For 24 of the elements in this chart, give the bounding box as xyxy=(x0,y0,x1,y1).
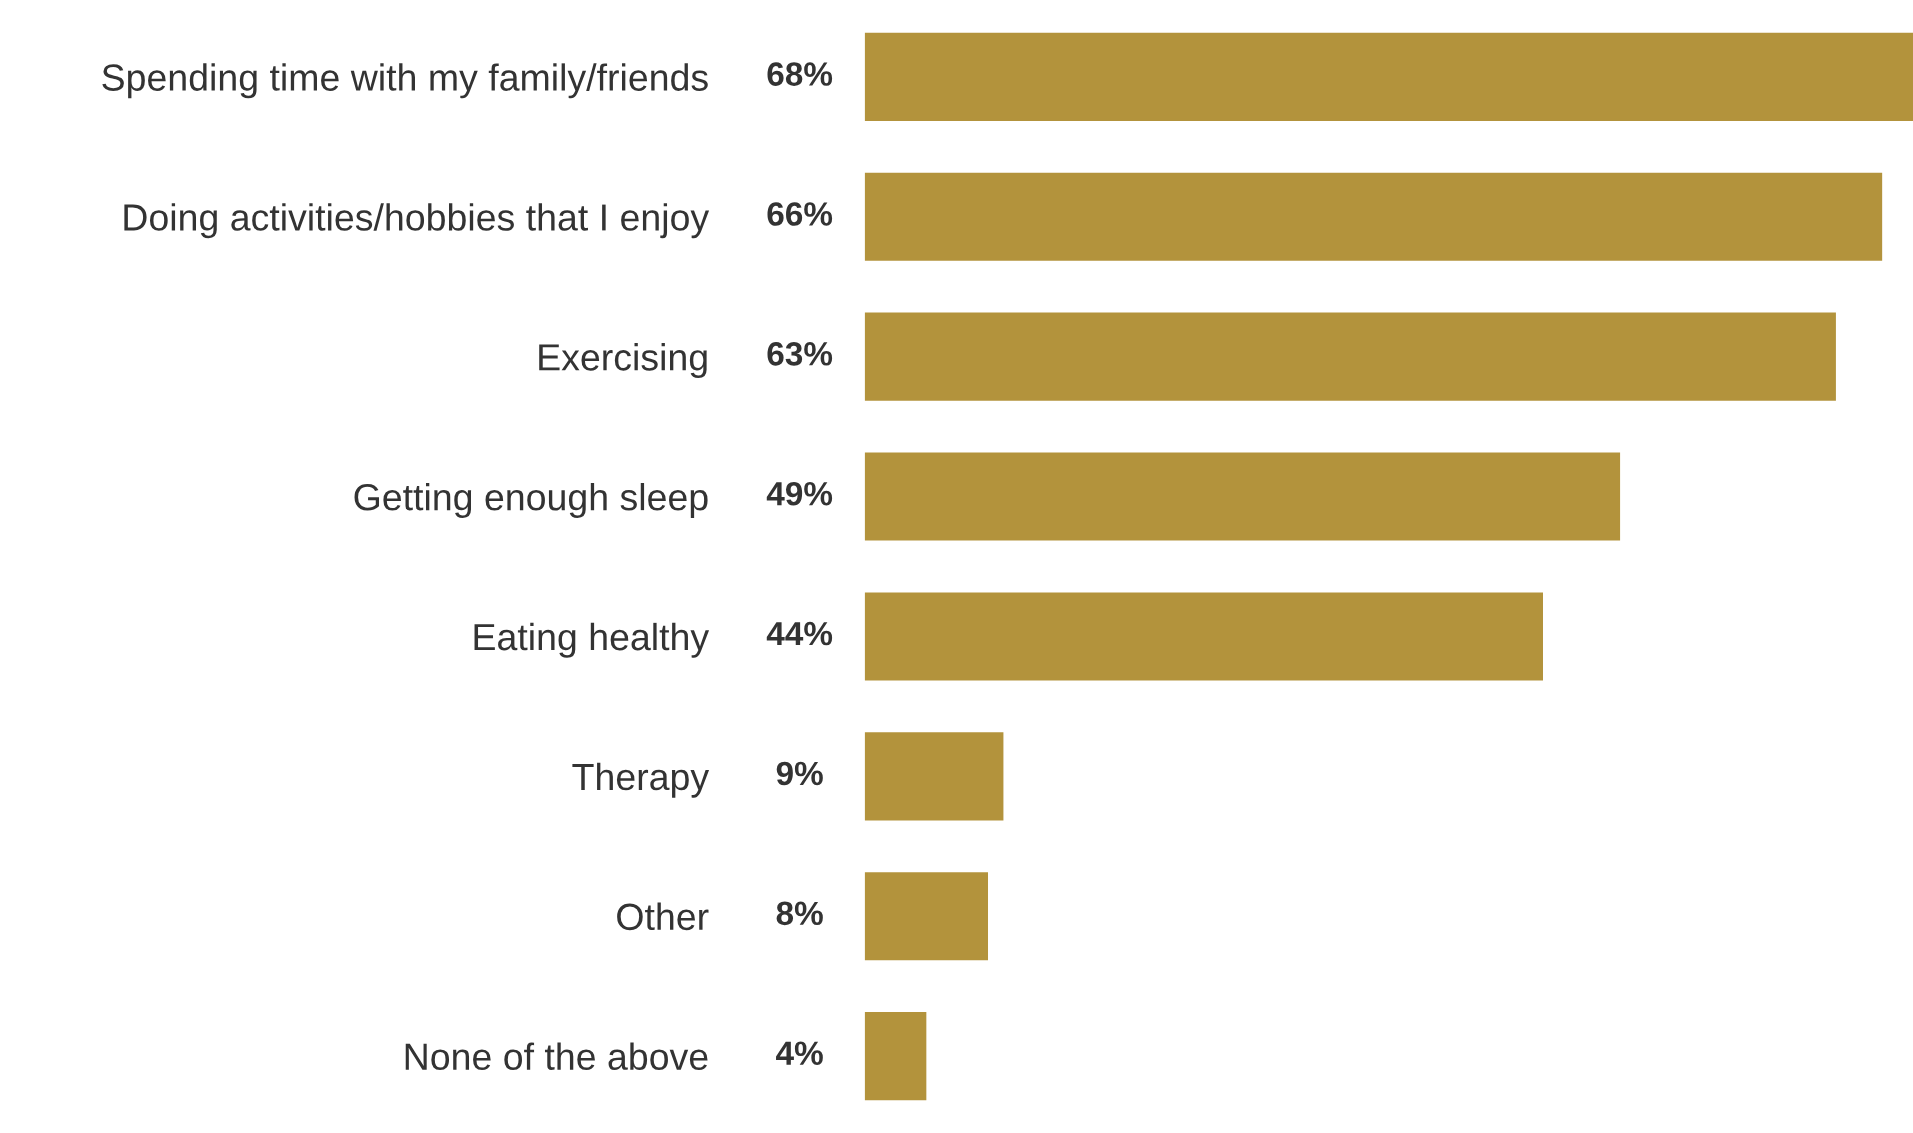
data-label: 63% xyxy=(767,342,833,366)
bar xyxy=(864,32,1913,121)
bar xyxy=(864,452,1621,541)
bar xyxy=(864,1012,927,1101)
bar xyxy=(864,592,1543,681)
data-label: 68% xyxy=(767,62,833,86)
y-tick-label: Exercising xyxy=(539,343,707,379)
data-label: 9% xyxy=(776,761,823,786)
data-label: 4% xyxy=(776,1041,823,1065)
data-label: 49% xyxy=(766,481,833,506)
y-tick-label: Getting enough sleep xyxy=(354,482,708,518)
bar xyxy=(864,312,1836,401)
bar xyxy=(864,872,989,961)
y-tick-label: Spending time with my family/friends xyxy=(102,63,708,99)
y-tick-label: Doing activities/hobbies that I enjoy xyxy=(124,203,710,239)
y-tick-label: Eating healthy xyxy=(474,622,710,658)
y-tick-label: Therapy xyxy=(572,762,710,798)
bar xyxy=(864,732,1004,821)
y-tick-label: None of the above xyxy=(405,1042,708,1071)
data-label: 66% xyxy=(767,202,833,226)
bar xyxy=(864,172,1883,261)
data-label: 8% xyxy=(776,901,823,926)
data-label: 44% xyxy=(766,621,833,646)
y-tick-label: Other xyxy=(617,902,709,931)
